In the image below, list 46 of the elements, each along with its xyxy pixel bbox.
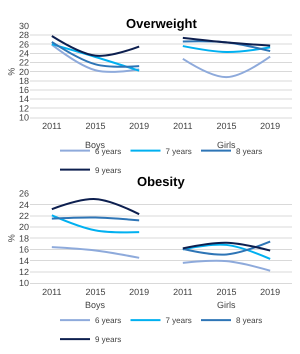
chart-title: Overweight bbox=[126, 16, 198, 31]
x-tick-label: 2019 bbox=[129, 286, 150, 297]
x-tick-label: 2015 bbox=[85, 286, 106, 297]
y-tick-label: 10 bbox=[18, 278, 29, 288]
y-tick-label: 20 bbox=[18, 66, 29, 77]
y-tick-label: 22 bbox=[18, 58, 29, 68]
chart-title: Obesity bbox=[137, 174, 186, 189]
y-tick-label: 18 bbox=[18, 76, 29, 86]
legend-label: 6 years bbox=[95, 316, 122, 326]
y-tick-label: 26 bbox=[18, 39, 29, 50]
x-tick-label: 2019 bbox=[260, 121, 280, 132]
x-tick-label: 2011 bbox=[42, 286, 62, 297]
y-tick-label: 12 bbox=[18, 266, 29, 277]
y-tick-label: 22 bbox=[18, 211, 29, 222]
y-tick-label: 16 bbox=[18, 244, 29, 255]
legend-label: 8 years bbox=[236, 146, 262, 156]
y-tick-label: 12 bbox=[18, 103, 29, 114]
y-tick-label: 20 bbox=[18, 222, 29, 232]
y-tick-label: 10 bbox=[18, 112, 29, 122]
y-tick-label: 14 bbox=[18, 94, 29, 104]
legend-label: 7 years bbox=[166, 316, 192, 326]
x-tick-label: 2019 bbox=[260, 286, 280, 297]
y-tick-label: 14 bbox=[18, 256, 29, 266]
y-axis-title: % bbox=[6, 234, 16, 242]
y-tick-label: 16 bbox=[18, 85, 29, 96]
y-axis-title: % bbox=[6, 68, 16, 76]
text: Boys bbox=[85, 300, 106, 310]
x-tick-label: 2015 bbox=[216, 121, 237, 132]
y-tick-label: 30 bbox=[18, 21, 29, 32]
x-tick-label: 2011 bbox=[173, 121, 193, 132]
x-tick-label: 2015 bbox=[216, 286, 237, 297]
legend-label: 8 years bbox=[236, 316, 262, 326]
text: Girls bbox=[217, 140, 236, 150]
y-tick-label: 28 bbox=[18, 30, 29, 40]
y-tick-label: 18 bbox=[18, 233, 29, 244]
y-tick-label: 24 bbox=[18, 48, 29, 59]
x-tick-label: 2019 bbox=[129, 121, 150, 132]
legend-label: 7 years bbox=[166, 146, 192, 156]
legend-label: 9 years bbox=[95, 335, 122, 344]
text: Girls bbox=[217, 300, 236, 310]
legend-label: 9 years bbox=[95, 166, 122, 175]
y-tick-label: 24 bbox=[18, 200, 29, 210]
y-tick-label: 26 bbox=[18, 188, 29, 199]
x-tick-label: 2011 bbox=[173, 286, 193, 297]
x-tick-label: 2011 bbox=[42, 121, 62, 132]
x-tick-label: 2015 bbox=[85, 121, 106, 132]
